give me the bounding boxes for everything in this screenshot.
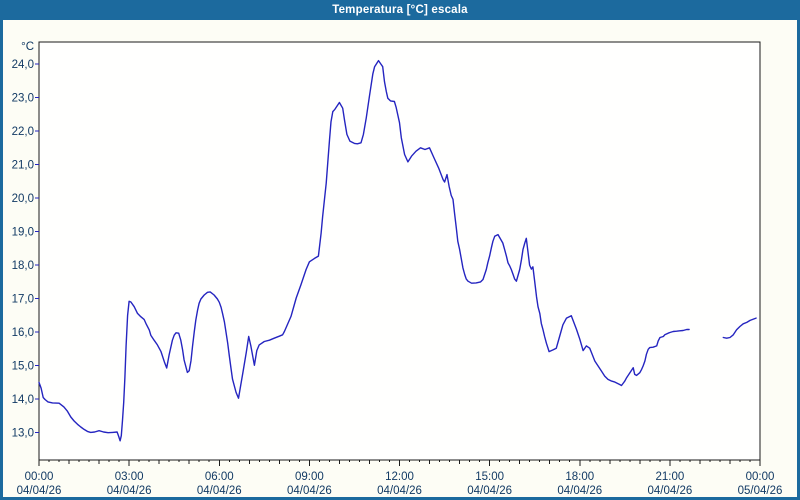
x-tick-time-label: 06:00 <box>205 471 234 483</box>
y-tick-label: 15,0 <box>12 361 34 373</box>
x-tick-date-label: 04/04/26 <box>647 485 692 497</box>
x-tick-time-label: 09:00 <box>295 471 324 483</box>
x-tick-date-label: 04/04/26 <box>107 485 152 497</box>
y-tick-label: 21,0 <box>12 160 34 172</box>
x-tick-date-label: 05/04/26 <box>738 485 783 497</box>
x-tick-time-label: 15:00 <box>475 471 504 483</box>
x-axis-ticks <box>38 460 761 466</box>
y-tick-label: 22,0 <box>12 126 34 138</box>
window-title: Temperatura [°C] escala <box>332 4 468 16</box>
y-axis-unit-label: °C <box>21 41 34 53</box>
y-tick-label: 20,0 <box>12 193 34 205</box>
temperature-series-segment <box>38 59 690 442</box>
y-tick-label: 14,0 <box>12 394 34 406</box>
y-tick-label: 13,0 <box>12 428 34 440</box>
x-tick-time-label: 00:00 <box>25 471 54 483</box>
x-tick-time-label: 00:00 <box>746 471 775 483</box>
temperature-line <box>38 59 757 442</box>
x-tick-date-label: 04/04/26 <box>17 485 62 497</box>
x-tick-date-label: 04/04/26 <box>377 485 422 497</box>
x-tick-time-label: 12:00 <box>385 471 414 483</box>
x-tick-date-label: 04/04/26 <box>467 485 512 497</box>
x-tick-date-label: 04/04/26 <box>197 485 242 497</box>
y-axis-labels: 24,0 23,0 22,0 21,0 20,0 19,0 18,0 17,0 16,0 15,0… <box>12 59 34 440</box>
y-tick-label: 23,0 <box>12 93 34 105</box>
temperature-series-segment <box>722 317 757 339</box>
y-axis-ticks <box>35 63 39 434</box>
x-tick-time-label: 21:00 <box>655 471 684 483</box>
y-tick-label: 19,0 <box>12 227 34 239</box>
x-tick-time-label: 03:00 <box>115 471 144 483</box>
x-axis-labels: 00:00 04/04/26 03:00 04/04/26 06:00 04/04/26 0… <box>17 471 783 497</box>
plot-frame <box>38 41 761 461</box>
unit-text: °C <box>21 41 34 53</box>
temperature-chart: 24,0 23,0 22,0 21,0 20,0 19,0 18,0 17,0 16,0 15,0… <box>12 41 783 497</box>
window-titlebar: Temperatura [°C] escala <box>0 0 800 20</box>
x-tick-date-label: 04/04/26 <box>557 485 602 497</box>
chart-container: 24,0 23,0 22,0 21,0 20,0 19,0 18,0 17,0 16,0 15,0… <box>3 20 797 497</box>
y-tick-label: 18,0 <box>12 260 34 272</box>
x-tick-time-label: 18:00 <box>565 471 594 483</box>
y-tick-label: 24,0 <box>12 59 34 71</box>
y-tick-label: 16,0 <box>12 327 34 339</box>
y-tick-label: 17,0 <box>12 294 34 306</box>
x-tick-date-label: 04/04/26 <box>287 485 332 497</box>
